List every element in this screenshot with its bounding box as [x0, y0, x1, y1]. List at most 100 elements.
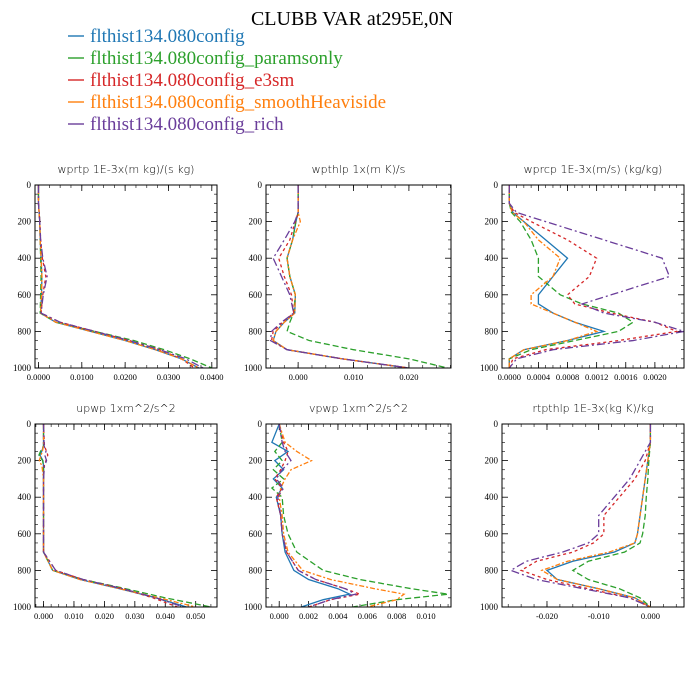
y-tick-label: 600: [249, 290, 263, 300]
panel: rtpthlp 1E-3x(kg K)/kg 0 200 400 600 800 1000 -…: [480, 402, 685, 621]
series-line: [545, 424, 652, 607]
series-line: [275, 424, 358, 607]
y-tick-label: 0: [258, 419, 263, 429]
y-tick-label: 200: [249, 217, 263, 227]
y-tick-label: 200: [18, 217, 32, 227]
series-line: [278, 424, 406, 607]
x-tick-label: 0.008: [387, 611, 406, 621]
series-line: [270, 185, 409, 368]
panel-title: upwp 1xm^2/s^2: [76, 402, 176, 415]
y-tick-label: 200: [249, 456, 263, 466]
y-tick-label: 400: [249, 492, 263, 502]
y-tick-label: 200: [18, 456, 32, 466]
y-tick-label: 0: [258, 180, 263, 190]
y-tick-label: 600: [485, 290, 499, 300]
y-tick-label: 0: [27, 419, 32, 429]
panels: wprtp 1E-3x(m kg)/(s kg) 0 200 400 600 800 100…: [13, 163, 685, 621]
x-tick-label: 0.0012: [585, 372, 608, 382]
legend-entry: flthist134.080config_rich: [90, 114, 284, 135]
x-tick-label: -0.010: [588, 611, 610, 621]
series-line: [271, 424, 352, 607]
series-line: [508, 185, 607, 368]
series-line: [42, 424, 184, 607]
x-tick-label: 0.0000: [498, 372, 521, 382]
panel-title: rtpthlp 1E-3x(kg K)/kg: [532, 402, 653, 415]
x-tick-label: 0.000: [289, 372, 308, 382]
x-tick-label: 0.004: [328, 611, 348, 621]
y-tick-label: 800: [18, 326, 32, 336]
panel: vpwp 1xm^2/s^2 0 200 400 600 800 1000 0.000 0.00…: [244, 402, 452, 621]
y-tick-label: 800: [249, 565, 263, 575]
y-tick-label: 1000: [480, 363, 499, 373]
series-line: [38, 424, 212, 607]
y-tick-label: 400: [249, 253, 263, 263]
plot-frame: [501, 184, 685, 369]
series-line: [38, 424, 196, 607]
x-tick-label: 0.010: [344, 372, 363, 382]
x-tick-label: 0.020: [399, 372, 418, 382]
y-tick-label: 800: [249, 326, 263, 336]
y-tick-label: 200: [485, 217, 499, 227]
series-line: [508, 185, 635, 368]
y-tick-label: 600: [18, 529, 32, 539]
y-tick-label: 400: [18, 492, 32, 502]
series-line: [42, 424, 178, 607]
series-line: [37, 185, 200, 368]
x-tick-label: 0.0400: [200, 372, 223, 382]
plot-frame: [265, 423, 452, 608]
y-tick-label: 600: [485, 529, 499, 539]
figure-title: CLUBB VAR at295E,0N: [251, 8, 453, 30]
x-tick-label: -0.020: [536, 611, 558, 621]
x-tick-label: 0.0004: [527, 372, 551, 382]
x-tick-label: 0.006: [358, 611, 377, 621]
series-line: [508, 185, 680, 368]
plot-frame: [501, 423, 685, 608]
y-tick-label: 1000: [13, 602, 32, 612]
x-tick-label: 0.000: [34, 611, 53, 621]
series-line: [272, 185, 409, 368]
x-tick-label: 0.0200: [113, 372, 136, 382]
legend-entry: flthist134.080config_paramsonly: [90, 48, 343, 69]
x-tick-label: 0.000: [270, 611, 289, 621]
y-tick-label: 600: [249, 529, 263, 539]
x-tick-label: 0.050: [186, 611, 205, 621]
x-tick-label: 0.0016: [614, 372, 637, 382]
panel: wprtp 1E-3x(m kg)/(s kg) 0 200 400 600 800 100…: [13, 163, 223, 382]
legend-entry: flthist134.080config_e3sm: [90, 70, 294, 91]
series-line: [37, 185, 204, 368]
y-tick-label: 800: [18, 565, 32, 575]
panel-title: wprtp 1E-3x(m kg)/(s kg): [58, 163, 195, 176]
y-tick-label: 400: [485, 492, 499, 502]
x-tick-label: 0.030: [125, 611, 144, 621]
series-line: [37, 185, 195, 368]
legend-entry: flthist134.080config_smoothHeaviside: [90, 92, 386, 113]
y-tick-label: 1000: [244, 602, 263, 612]
panel: wprcp 1E-3x(m/s) (kg/kg) 0 200 400 600 800 100…: [480, 163, 685, 382]
legend-entry: flthist134.080config: [90, 26, 245, 47]
panel: wpthlp 1x(m K)/s 0 200 400 600 800 1000 0.000 0.…: [244, 163, 452, 382]
y-tick-label: 1000: [480, 602, 499, 612]
x-tick-label: 0.020: [95, 611, 114, 621]
x-tick-label: 0.002: [299, 611, 318, 621]
x-tick-label: 0.010: [416, 611, 435, 621]
x-tick-label: 0.000: [641, 611, 660, 621]
y-tick-label: 800: [485, 565, 499, 575]
series-line: [270, 424, 449, 607]
plot-frame: [34, 184, 218, 369]
x-tick-label: 0.0100: [70, 372, 93, 382]
plot-frame: [34, 423, 218, 608]
series-line: [272, 185, 409, 368]
series-line: [519, 424, 652, 607]
y-tick-label: 600: [18, 290, 32, 300]
y-tick-label: 800: [485, 326, 499, 336]
series-line: [508, 185, 684, 368]
y-tick-label: 0: [494, 180, 499, 190]
panel-title: wpthlp 1x(m K)/s: [312, 163, 406, 176]
panel-title: vpwp 1xm^2/s^2: [309, 402, 408, 415]
x-tick-label: 0.0008: [556, 372, 579, 382]
series-line: [286, 185, 448, 368]
y-tick-label: 200: [485, 456, 499, 466]
series-line: [508, 185, 599, 368]
y-tick-label: 400: [485, 253, 499, 263]
